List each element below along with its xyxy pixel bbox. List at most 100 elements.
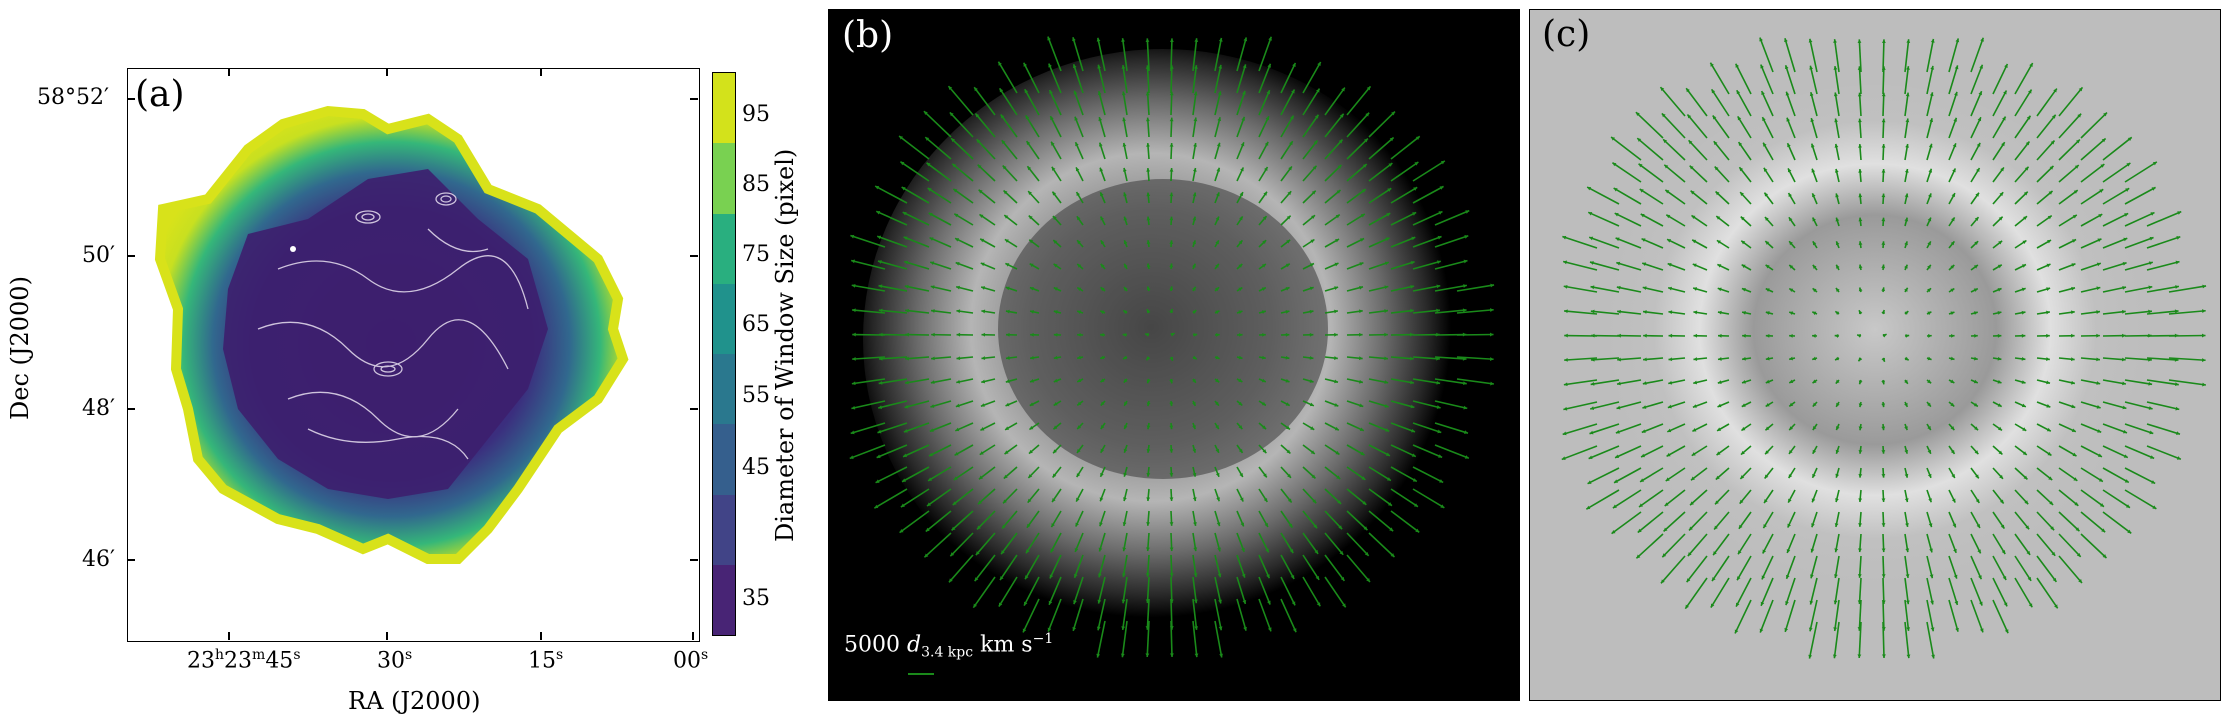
velocity-arrow-head [1146,286,1151,291]
velocity-arrow [953,466,974,481]
velocity-arrow-head [1836,402,1840,407]
velocity-arrow-head [1238,240,1243,245]
velocity-arrow-head [1436,405,1441,409]
velocity-arrow-head [1904,356,1909,361]
velocity-arrow-head [1028,474,1033,478]
velocity-arrow-head [1928,143,1933,148]
colorbar-tick: 35 [742,586,770,611]
velocity-arrow-head [956,356,961,361]
velocity-arrow-head [1789,288,1794,293]
velocity-arrow-head [1666,214,1671,219]
velocity-arrow-head [1858,473,1863,478]
velocity-arrow-head [1073,573,1078,578]
velocity-arrow [1324,510,1343,530]
velocity-arrow-head [1384,309,1388,313]
velocity-arrow [1785,555,1796,580]
velocity-arrow-head [1812,264,1817,269]
velocity-arrow-head [2021,287,2026,292]
velocity-arrow-head [1215,355,1220,360]
velocity-arrow [1562,423,1598,436]
velocity-arrow-head [1366,86,1371,91]
velocity-arrow-head [1146,522,1150,526]
velocity-arrow-head [1641,238,1646,242]
velocity-arrow [1562,235,1598,249]
velocity-arrow [2058,489,2079,507]
velocity-arrow-head [1812,379,1817,384]
x-tick [540,632,542,640]
velocity-arrow-head [2046,310,2050,315]
velocity-arrow-head [1786,548,1791,553]
velocity-arrow [2124,310,2152,315]
velocity-arrow-head [1979,601,1983,606]
velocity-arrow-head [877,235,882,240]
velocity-arrow-head [2048,476,2053,481]
velocity-arrow [2168,309,2206,315]
velocity-arrow-head [1765,264,1770,269]
velocity-arrow-head [951,138,956,143]
velocity-arrow-head [1053,332,1058,337]
velocity-arrow-head [1955,38,1960,43]
velocity-arrow-head [1436,284,1441,289]
velocity-arrow [1390,260,1415,270]
velocity-arrow-head [2026,550,2031,555]
velocity-arrow-head [1715,191,1720,196]
velocity-arrow [1097,37,1106,72]
velocity-arrow [1564,357,1598,361]
velocity-arrow [1734,599,1752,634]
velocity-arrow-head [1122,333,1127,337]
velocity-arrow-head [928,212,933,217]
velocity-arrow-head [974,577,979,582]
velocity-arrow-head [1973,288,1978,292]
velocity-arrow [954,444,974,456]
velocity-arrow-head [1120,653,1125,658]
velocity-arrow [1214,37,1223,72]
velocity-arrow [1784,599,1796,633]
velocity-arrow-head [1338,525,1343,530]
panel-letter-b: (b) [842,15,894,56]
x-tick [540,68,542,76]
velocity-arrow [1948,65,1959,95]
velocity-arrow-head [1954,65,1959,70]
velocity-arrow [1588,236,1620,249]
velocity-arrow-head [1192,216,1197,221]
velocity-arrow [975,532,996,556]
velocity-arrow-head [2152,161,2157,166]
velocity-arrow-head [1285,263,1290,268]
velocity-arrow-head [1169,65,1174,69]
velocity-arrow [1192,38,1198,72]
velocity-arrow-head [1833,66,1838,70]
velocity-arrow-head [1122,573,1126,577]
velocity-arrow-head [1146,309,1151,314]
velocity-arrow-head [1741,240,1746,245]
velocity-arrow-head [1904,311,1909,315]
velocity-arrow [1324,164,1343,182]
velocity-arrow-head [1858,310,1863,315]
velocity-arrow-head [954,451,959,456]
velocity-arrow [1390,186,1418,204]
velocity-arrow [1882,555,1885,578]
velocity-arrow-head [1074,547,1079,552]
velocity-arrow-head [1812,241,1817,246]
velocity-arrow-head [1003,499,1007,504]
velocity-arrow-head [1858,449,1863,454]
velocity-arrow-head [1049,90,1053,95]
velocity-arrow-head [1881,66,1886,70]
velocity-arrow-head [1711,89,1716,94]
velocity-arrow-head [1285,378,1290,383]
velocity-arrow-head [1980,37,1984,42]
velocity-arrow-head [1334,403,1339,407]
velocity-arrow [998,576,1018,607]
velocity-arrow [1073,554,1084,579]
velocity-arrow [1434,309,1467,314]
velocity-arrow [2146,423,2181,435]
velocity-arrow-head [1906,39,1911,43]
velocity-arrow [947,85,974,116]
velocity-arrow-head [1789,356,1794,361]
velocity-arrow-head [1591,333,1595,338]
velocity-arrow-head [1998,426,2002,431]
velocity-arrow-head [1437,429,1442,434]
velocity-arrow [1661,533,1686,558]
velocity-arrow-head [930,404,935,408]
velocity-arrow-head [1927,264,1931,269]
velocity-arrow-head [1973,402,1978,407]
